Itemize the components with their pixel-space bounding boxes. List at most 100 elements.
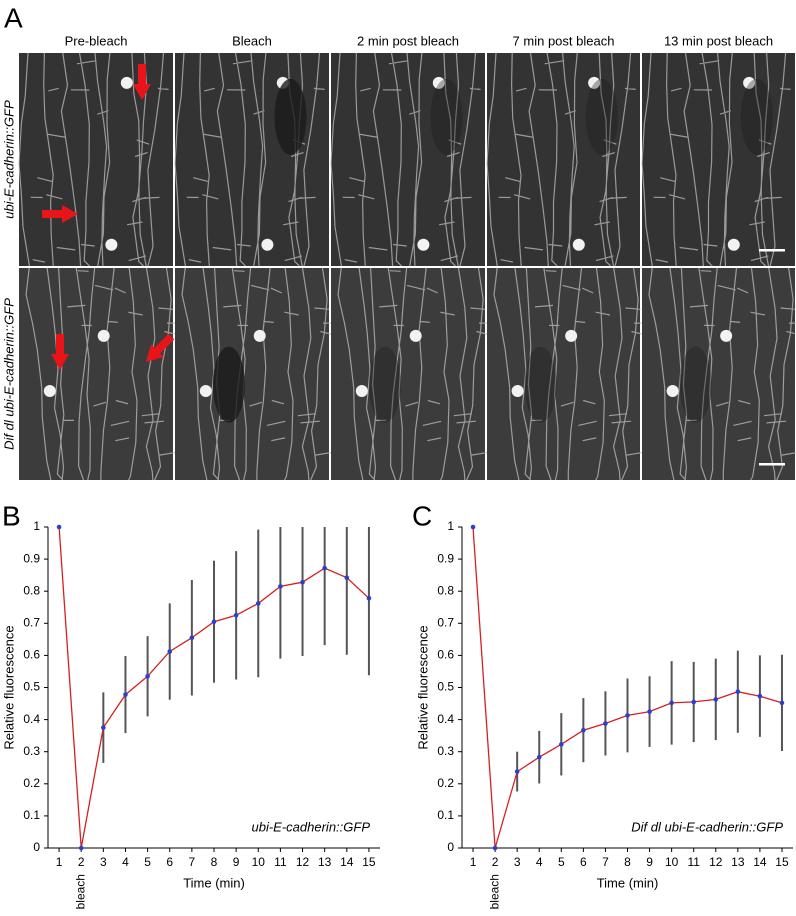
data-point bbox=[189, 635, 195, 641]
cell-outlines bbox=[486, 52, 636, 267]
y-tick-label: 0.1 bbox=[437, 808, 454, 822]
x-tick-label: 13 bbox=[318, 855, 332, 869]
data-point bbox=[559, 742, 564, 747]
bleach-label: bleach bbox=[73, 874, 87, 909]
bright-cell bbox=[120, 76, 133, 89]
x-tick-label: 7 bbox=[189, 855, 196, 869]
y-tick-label: 0.2 bbox=[23, 776, 40, 790]
cell-outlines bbox=[25, 267, 180, 481]
y-tick-label: 0.8 bbox=[437, 583, 454, 597]
data-point bbox=[78, 845, 84, 851]
x-tick-label: 14 bbox=[753, 855, 767, 869]
x-tick-label: 13 bbox=[731, 855, 745, 869]
data-point bbox=[211, 619, 217, 624]
bright-cell bbox=[511, 384, 524, 397]
y-tick-label: 0 bbox=[447, 840, 454, 854]
bright-cell bbox=[666, 384, 679, 397]
bright-cell bbox=[43, 384, 56, 397]
x-tick-label: 15 bbox=[775, 855, 789, 869]
micrograph bbox=[175, 268, 329, 480]
bleach-spot bbox=[679, 346, 712, 423]
bright-cell bbox=[97, 329, 110, 342]
x-tick-label: 4 bbox=[536, 855, 543, 869]
micrograph bbox=[19, 268, 173, 480]
x-tick-label: 3 bbox=[100, 855, 107, 869]
bright-cell bbox=[253, 329, 266, 342]
micrograph bbox=[642, 268, 795, 480]
cell-outlines bbox=[174, 52, 325, 267]
bright-cell bbox=[432, 76, 445, 89]
bright-cell bbox=[355, 384, 368, 397]
data-point bbox=[669, 700, 674, 706]
x-tick-label: 10 bbox=[665, 855, 679, 869]
x-tick-label: 3 bbox=[514, 855, 521, 869]
y-tick-label: 0.3 bbox=[23, 744, 40, 758]
row-label: Dif dl ubi-E-cadherin::GFP bbox=[1, 298, 16, 450]
data-point bbox=[167, 649, 173, 654]
cell-outlines bbox=[18, 52, 169, 267]
bright-cell bbox=[409, 329, 422, 342]
y-tick-label: 0.8 bbox=[23, 583, 40, 597]
data-point bbox=[278, 584, 283, 589]
micrograph bbox=[175, 53, 329, 266]
data-point bbox=[300, 579, 305, 585]
panel-label: A bbox=[4, 2, 23, 33]
data-point bbox=[492, 845, 498, 851]
y-tick-label: 1 bbox=[33, 519, 40, 533]
scale-bar bbox=[759, 249, 785, 252]
x-tick-label: 9 bbox=[233, 855, 240, 869]
data-point bbox=[56, 524, 62, 530]
panel-label: B bbox=[2, 500, 21, 531]
bleach-spot bbox=[524, 346, 557, 423]
x-axis-label: Time (min) bbox=[183, 875, 245, 890]
x-tick-label: 6 bbox=[580, 855, 587, 869]
micrograph bbox=[487, 268, 640, 480]
x-tick-label: 10 bbox=[252, 855, 266, 869]
y-tick-label: 0.6 bbox=[437, 648, 454, 662]
data-point bbox=[691, 699, 696, 705]
bright-cell bbox=[417, 238, 430, 251]
y-tick-label: 0.7 bbox=[23, 615, 40, 629]
micrograph bbox=[331, 53, 485, 266]
y-tick-label: 0.9 bbox=[23, 551, 40, 565]
scale-bar bbox=[759, 463, 785, 466]
column-header: Pre-bleach bbox=[65, 33, 128, 48]
y-tick-label: 0.7 bbox=[437, 615, 454, 629]
x-tick-label: 12 bbox=[296, 855, 310, 869]
data-point bbox=[322, 565, 327, 571]
x-tick-label: 14 bbox=[340, 855, 354, 869]
data-point bbox=[344, 575, 350, 581]
data-point bbox=[603, 721, 608, 726]
y-tick-label: 1 bbox=[447, 519, 454, 533]
column-header: 2 min post bleach bbox=[357, 33, 459, 48]
arrow bbox=[146, 333, 175, 362]
arrow bbox=[51, 334, 69, 370]
y-axis-label: Relative fluorescence bbox=[415, 625, 430, 749]
micrographs bbox=[18, 52, 796, 481]
data-point bbox=[713, 697, 719, 702]
x-tick-label: 11 bbox=[687, 855, 700, 869]
micrograph bbox=[487, 53, 640, 266]
y-tick-label: 0.9 bbox=[437, 551, 454, 565]
x-tick-label: 8 bbox=[624, 855, 631, 869]
bleach-spot bbox=[212, 346, 245, 423]
x-tick-label: 5 bbox=[558, 855, 565, 869]
bright-cell bbox=[565, 329, 578, 342]
data-point bbox=[233, 612, 239, 618]
data-point bbox=[625, 713, 630, 718]
data-point bbox=[647, 709, 652, 714]
x-tick-label: 12 bbox=[709, 855, 723, 869]
data-point bbox=[145, 673, 150, 679]
y-tick-label: 0.3 bbox=[437, 744, 454, 758]
y-axis-label: Relative fluorescence bbox=[1, 625, 16, 749]
bleach-label: bleach bbox=[487, 874, 501, 909]
y-tick-label: 0 bbox=[33, 840, 40, 854]
arrow bbox=[133, 64, 151, 100]
x-tick-label: 6 bbox=[166, 855, 173, 869]
arrow bbox=[42, 205, 78, 223]
bleach-spot bbox=[585, 78, 618, 155]
annotation: Dif dl ubi-E-cadherin::GFP bbox=[631, 819, 783, 834]
bright-cell bbox=[720, 329, 733, 342]
data-point bbox=[757, 693, 763, 699]
panel-label: C bbox=[412, 500, 432, 531]
